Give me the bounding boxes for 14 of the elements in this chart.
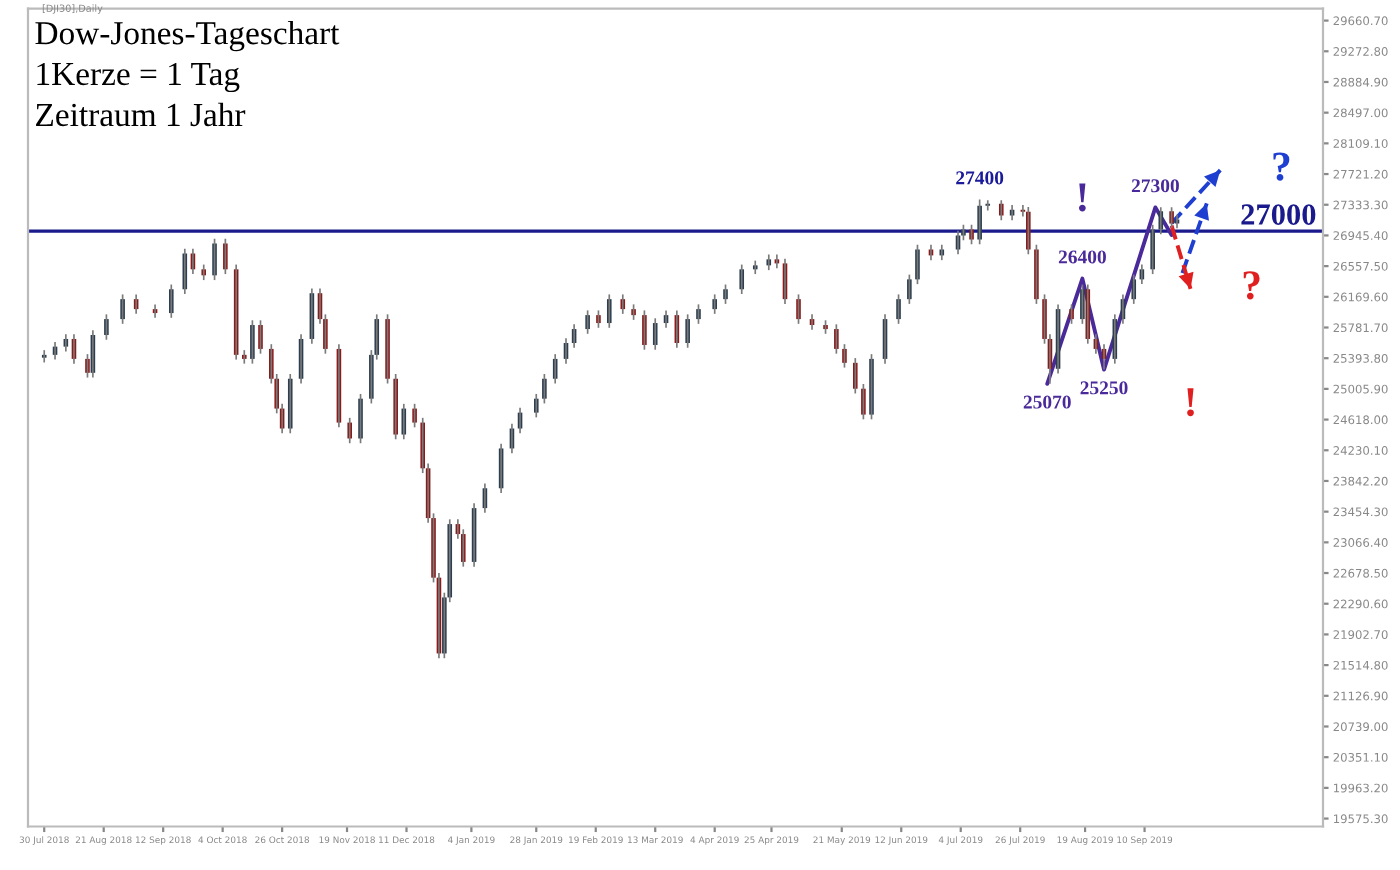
annotation: 27400: [956, 171, 1004, 185]
candlestick: [1169, 206, 1174, 230]
chart-title: Dow-Jones-Tageschart: [35, 20, 340, 52]
annotation: 27300: [1131, 179, 1179, 193]
annotation: ?: [1243, 271, 1260, 300]
annotation: Zeitraum 1 Jahr: [36, 102, 246, 127]
annotation: 25250: [1080, 381, 1128, 395]
annotation: !: [1187, 388, 1194, 417]
annotation: 26400: [1058, 250, 1106, 264]
text: 1Kerze = 1 Tag: [37, 62, 240, 93]
annotation: !: [1078, 183, 1086, 212]
ref-line-label: 27000: [1241, 204, 1316, 225]
annotation: ?: [1273, 152, 1290, 181]
annotation: 25070: [1023, 395, 1071, 409]
